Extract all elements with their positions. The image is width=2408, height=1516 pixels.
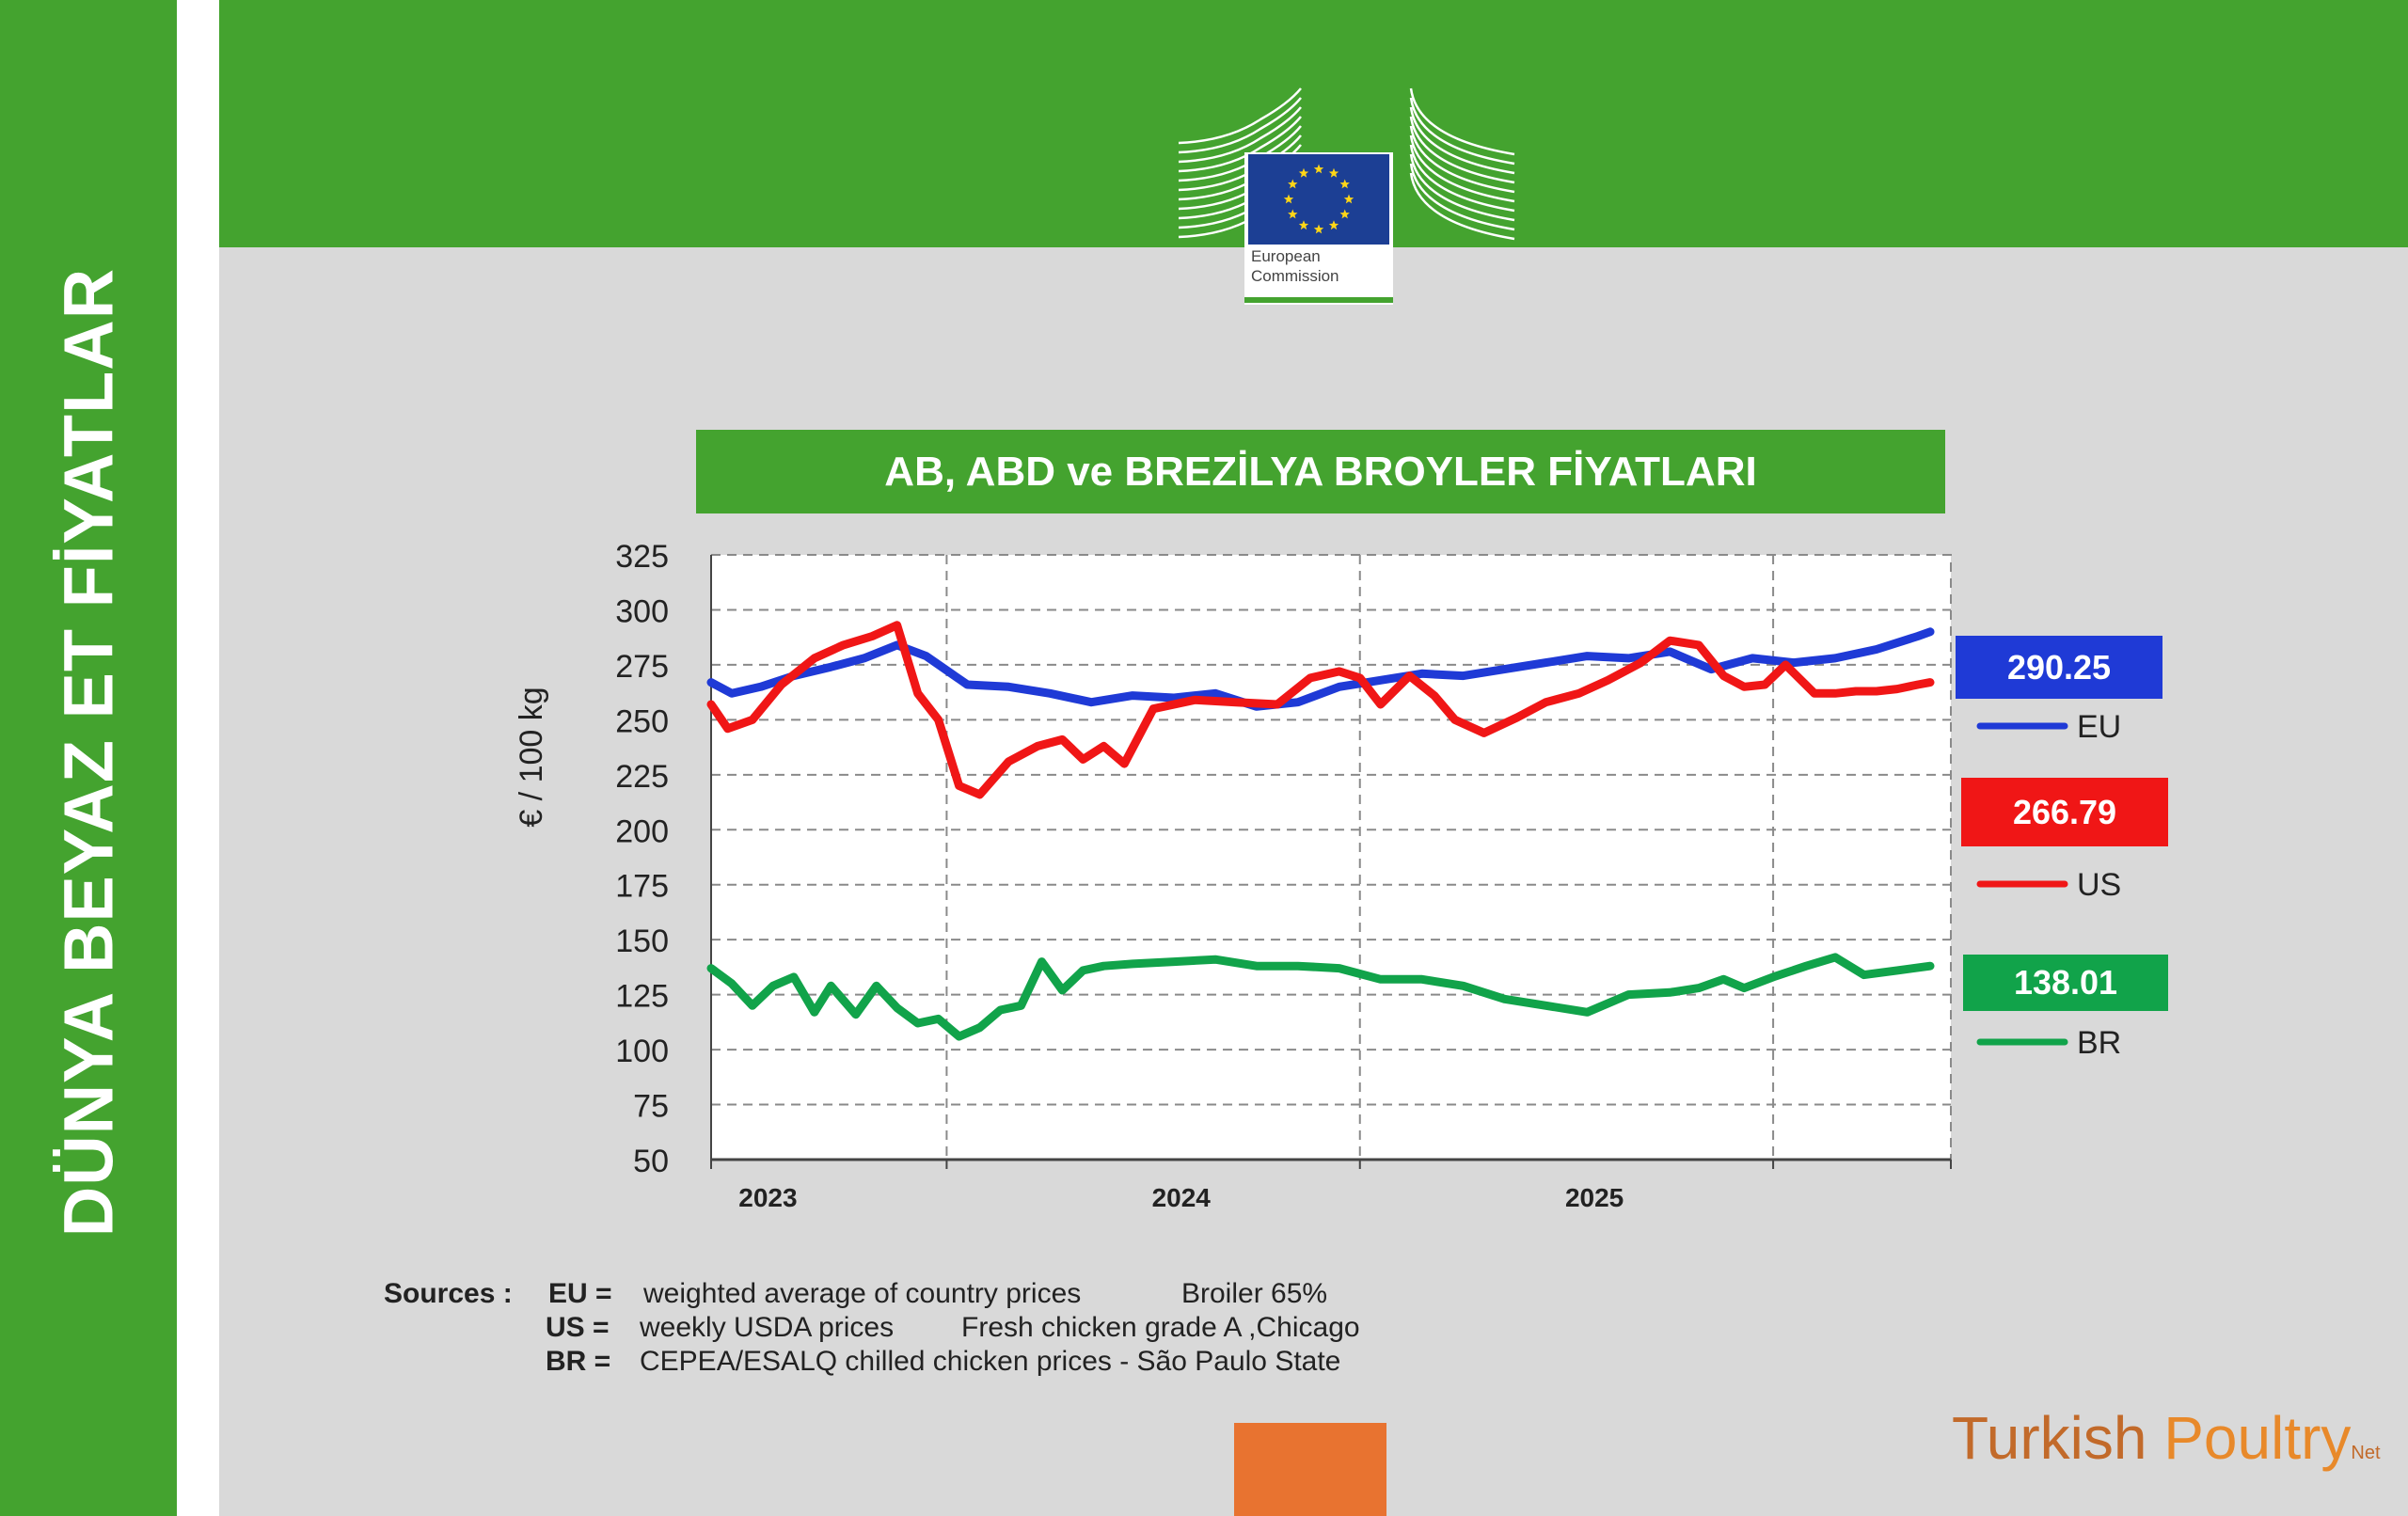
eu-star-icon xyxy=(1339,179,1350,189)
eu-star-icon xyxy=(1298,220,1309,230)
source-br-text: CEPEA/ESALQ chilled chicken prices - São… xyxy=(640,1346,1341,1377)
turkish-poultry-logo: Turkish PoultryNet xyxy=(1952,1403,2381,1473)
y-tick-label: 250 xyxy=(615,703,669,739)
y-tick-label: 300 xyxy=(615,593,669,629)
source-eu-extra: Broiler 65% xyxy=(1181,1278,1328,1309)
source-br-key: BR = xyxy=(546,1346,611,1377)
y-tick-label: 150 xyxy=(615,924,669,959)
y-axis-label: € / 100 kg xyxy=(514,687,549,827)
y-tick-label: 325 xyxy=(615,539,669,575)
y-tick-label: 50 xyxy=(633,1144,669,1179)
us-latest-badge: 266.79 xyxy=(1961,778,2168,846)
eu-latest-badge: 290.25 xyxy=(1956,636,2162,699)
x-tick-label: 2023 xyxy=(738,1183,797,1212)
eu-star-icon xyxy=(1298,167,1309,178)
y-tick-label: 125 xyxy=(615,979,669,1015)
eu-star-icon xyxy=(1313,164,1324,174)
source-us-text: weekly USDA prices xyxy=(640,1312,895,1343)
series-line-eu xyxy=(706,627,1935,711)
y-tick-label: 200 xyxy=(615,813,669,849)
y-tick-label: 275 xyxy=(615,649,669,685)
x-tick-label: 2025 xyxy=(1565,1183,1624,1212)
sources-label: Sources : xyxy=(384,1278,513,1309)
eu-star-icon xyxy=(1328,220,1339,230)
eu-star-icon xyxy=(1283,194,1294,204)
eu-star-icon xyxy=(1313,224,1324,234)
eu-star-icon xyxy=(1343,194,1354,204)
x-tick-label: 2024 xyxy=(1152,1183,1212,1212)
ec-caption: European Commission xyxy=(1251,246,1339,286)
side-divider xyxy=(177,0,219,1516)
side-band: DÜNYA BEYAZ ET FİYATLAR xyxy=(0,0,177,1516)
european-commission-logo xyxy=(1178,87,1515,305)
series-line-us xyxy=(706,621,1935,799)
side-title: DÜNYA BEYAZ ET FİYATLAR xyxy=(49,267,128,1238)
ec-caption-line1: European xyxy=(1251,247,1321,265)
source-us-key: US = xyxy=(546,1312,610,1343)
y-tick-label: 175 xyxy=(615,869,669,905)
y-tick-label: 225 xyxy=(615,759,669,795)
brand-suffix: Net xyxy=(2351,1443,2381,1463)
eu-star-icon xyxy=(1328,167,1339,178)
source-eu-key: EU = xyxy=(548,1278,612,1309)
ec-caption-line2: Commission xyxy=(1251,267,1339,285)
broiler-price-chart: 325 300 275 250 225 200 175 150 125 100 75 50 2023 20… xyxy=(514,539,2121,1212)
legend-label-eu: EU xyxy=(2077,709,2121,745)
orange-block xyxy=(1234,1423,1386,1516)
legend-label-br: BR xyxy=(2077,1025,2121,1061)
brand-part1: Turkish xyxy=(1952,1404,2164,1472)
source-eu-text: weighted average of country prices xyxy=(643,1278,1082,1309)
br-latest-badge: 138.01 xyxy=(1963,955,2168,1011)
y-tick-label: 100 xyxy=(615,1034,669,1069)
source-us-extra: Fresh chicken grade A ,Chicago xyxy=(961,1312,1360,1343)
y-tick-label: 75 xyxy=(633,1089,669,1125)
legend-label-us: US xyxy=(2077,867,2121,903)
series-line-br xyxy=(706,953,1935,1041)
eu-star-icon xyxy=(1288,179,1298,189)
brand-part2: Poultry xyxy=(2163,1404,2352,1472)
eu-star-icon xyxy=(1339,209,1350,219)
chart-title: AB, ABD ve BREZİLYA BROYLER FİYATLARI xyxy=(696,430,1945,513)
eu-star-icon xyxy=(1288,209,1298,219)
